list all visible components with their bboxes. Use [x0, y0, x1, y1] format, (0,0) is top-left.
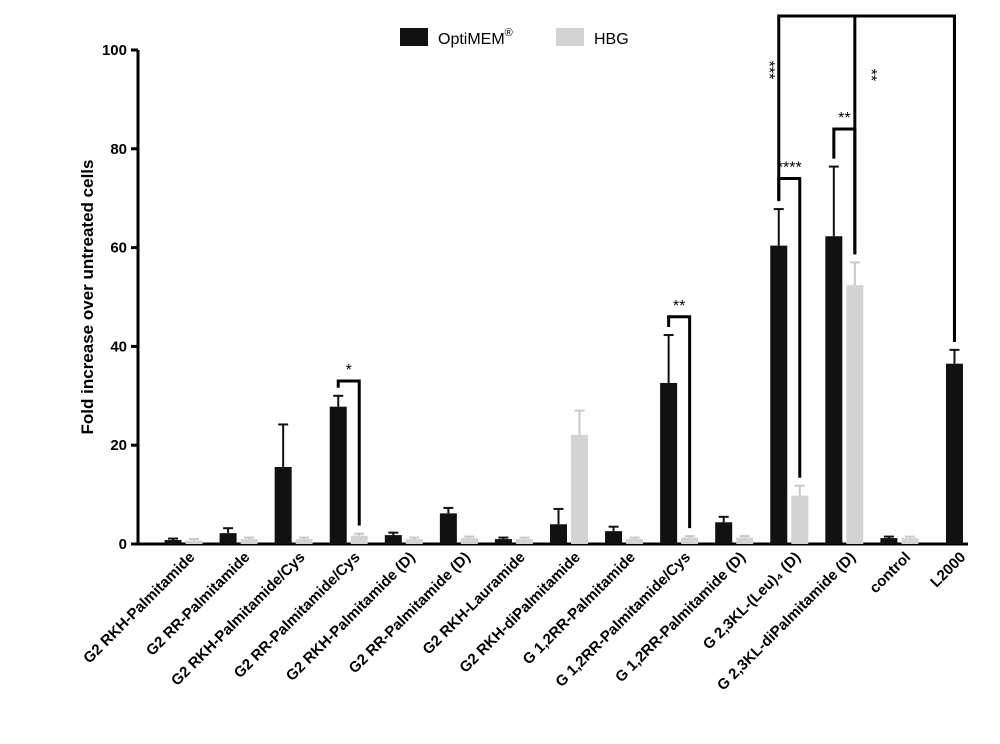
- bar-hbg: [295, 539, 313, 544]
- legend-label-optimem: OptiMEM®: [438, 27, 513, 48]
- x-tick-label: G 2,3KL-(Leu)₄ (D): [700, 549, 804, 653]
- bar-hbg: [240, 539, 258, 544]
- bar-optimem: [825, 236, 843, 544]
- bar-hbg: [515, 539, 533, 544]
- y-tick-label: 80: [110, 141, 127, 158]
- significance-bracket: [667, 315, 692, 529]
- legend: OptiMEM® HBG: [400, 27, 629, 48]
- bar-optimem: [550, 524, 567, 544]
- bar-hbg: [791, 495, 809, 544]
- significance-label: ***: [760, 61, 777, 80]
- legend-swatch-hbg: [556, 28, 584, 46]
- significance-brackets: ************ **: [336, 14, 956, 529]
- bar-hbg: [460, 538, 478, 544]
- legend-label-hbg: HBG: [594, 31, 629, 48]
- y-tick-label: 60: [110, 240, 127, 257]
- bar-optimem: [660, 382, 678, 544]
- bar-hbg: [350, 535, 368, 544]
- bars: [164, 165, 963, 544]
- bar-optimem: [605, 531, 623, 544]
- bar-optimem: [880, 538, 898, 544]
- y-tick-label: 100: [102, 42, 127, 59]
- bar-hbg: [681, 537, 699, 544]
- bar-hbg: [571, 434, 588, 544]
- bar-optimem: [715, 522, 733, 544]
- bar-optimem: [164, 540, 182, 544]
- bar-hbg: [185, 540, 203, 544]
- bar-optimem: [219, 533, 237, 544]
- bar-hbg: [846, 285, 864, 544]
- x-tick-label: G2 RR-Palmitamide: [143, 549, 253, 659]
- bar-hbg: [626, 539, 644, 544]
- bar-optimem: [329, 406, 347, 544]
- bar-hbg: [736, 537, 754, 544]
- bar-optimem: [384, 535, 402, 544]
- bar-optimem: [439, 513, 457, 544]
- x-tick-label: G2 RKH-Lauramide: [419, 549, 528, 658]
- bar-optimem: [494, 539, 512, 544]
- significance-label: **: [862, 69, 879, 81]
- significance-bracket: [832, 127, 857, 255]
- bar-hbg: [901, 538, 919, 544]
- bar-optimem: [770, 245, 788, 544]
- significance-bracket: [853, 14, 956, 342]
- x-tick-label: control: [866, 549, 914, 597]
- significance-bracket: [336, 379, 361, 526]
- y-tick-label: 0: [119, 536, 127, 553]
- legend-swatch-optimem: [400, 28, 428, 46]
- significance-label: **: [838, 110, 850, 127]
- y-tick-label: 40: [110, 338, 127, 355]
- y-tick-label: 20: [110, 437, 127, 454]
- bar-hbg: [405, 539, 423, 544]
- bar-optimem: [274, 466, 292, 544]
- significance-bracket: [777, 14, 956, 342]
- y-axis-title: Fold increase over untreated cells: [78, 160, 97, 435]
- x-tick-label: L2000: [927, 549, 969, 591]
- x-tick-label: G2 RKH-Palmitamide: [80, 549, 198, 667]
- significance-label: *: [346, 362, 352, 379]
- significance-label: ****: [777, 159, 802, 176]
- significance-label: **: [673, 298, 685, 315]
- bar-optimem: [945, 363, 963, 544]
